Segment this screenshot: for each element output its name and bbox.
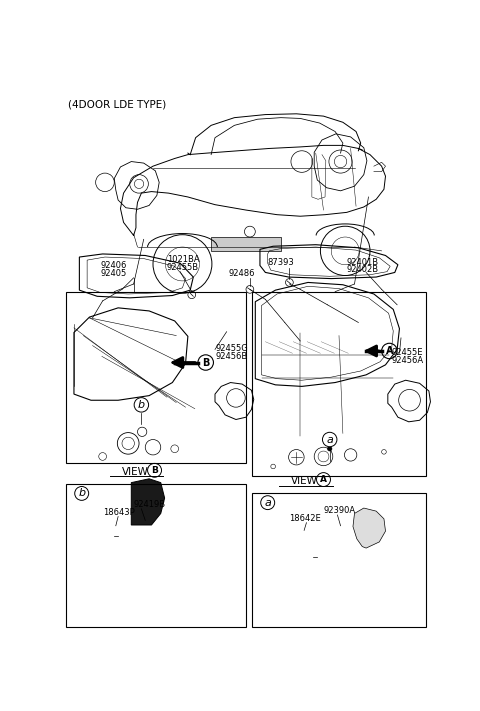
Text: A: A [320,475,327,484]
Text: 92455E: 92455E [392,348,423,357]
Text: 92402B: 92402B [347,265,379,274]
Polygon shape [132,479,165,525]
Bar [252,493,426,626]
Text: 92486: 92486 [229,269,255,278]
Text: 92405: 92405 [100,269,127,277]
Bar [211,237,281,251]
Text: (4DOOR LDE TYPE): (4DOOR LDE TYPE) [68,99,166,109]
Text: VIEW: VIEW [122,467,149,477]
Text: 92401B: 92401B [347,257,379,267]
Text: 92456B: 92456B [215,352,247,360]
Text: 18643P: 18643P [103,508,134,517]
Text: 92456A: 92456A [392,356,424,365]
Text: a: a [326,434,333,444]
Text: 92455B: 92455B [167,263,199,272]
Text: 92455G: 92455G [215,344,248,353]
Polygon shape [353,508,385,548]
Text: 1021BA: 1021BA [167,255,200,264]
Text: 87393: 87393 [267,257,294,267]
Text: a: a [264,498,271,508]
Bar [252,292,426,476]
Text: VIEW: VIEW [291,476,318,486]
Text: 92390A: 92390A [324,506,356,515]
Text: A: A [385,346,393,356]
Text: b: b [78,488,85,498]
Bar [66,484,246,626]
Text: 92406: 92406 [100,261,127,269]
Bar [66,292,246,463]
Text: B: B [151,466,158,475]
Text: b: b [138,400,145,410]
Text: B: B [202,358,209,368]
Text: 92419B: 92419B [133,500,166,508]
Circle shape [327,447,332,451]
Text: 18642E: 18642E [288,514,320,523]
